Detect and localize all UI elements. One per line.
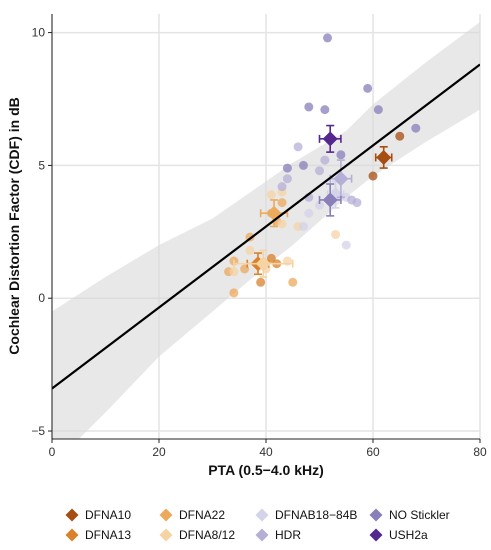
legend-swatch-diamond bbox=[159, 528, 173, 542]
data-point bbox=[304, 102, 314, 112]
legend-label: USH2a bbox=[389, 528, 428, 542]
x-tick-label: 80 bbox=[473, 445, 487, 459]
legend-item: HDR bbox=[255, 528, 301, 542]
y-tick-label: −5 bbox=[31, 424, 45, 438]
legend-label: NO Stickler bbox=[389, 508, 450, 522]
data-point bbox=[411, 123, 421, 133]
data-point bbox=[315, 200, 324, 210]
legend-item: USH2a bbox=[369, 528, 428, 542]
x-tick-label: 20 bbox=[152, 445, 166, 459]
confidence-band-area bbox=[52, 21, 480, 439]
y-axis-title: Cochlear Distortion Factor (CDF) in dB bbox=[6, 97, 22, 354]
data-point bbox=[352, 198, 362, 208]
legend-label: HDR bbox=[275, 528, 301, 542]
data-point bbox=[256, 277, 266, 287]
data-point bbox=[336, 150, 346, 160]
group-mean bbox=[318, 124, 342, 153]
y-tick-label: 5 bbox=[38, 158, 45, 172]
x-axis-title: PTA (0.5−4.0 kHz) bbox=[208, 462, 324, 478]
group-mean bbox=[318, 183, 342, 217]
legend-swatch-diamond bbox=[369, 508, 383, 522]
mean-diamond-marker bbox=[322, 192, 338, 208]
data-point bbox=[298, 222, 308, 231]
data-point bbox=[395, 131, 405, 141]
tick-labels: 0 20 40 60 80 −5 0 5 10 bbox=[31, 26, 487, 459]
legend-label: DFNA13 bbox=[85, 528, 131, 542]
legend-swatch-diamond bbox=[65, 528, 79, 542]
confidence-band bbox=[52, 21, 480, 439]
data-point bbox=[288, 277, 298, 287]
data-point bbox=[323, 33, 333, 43]
data-point bbox=[315, 166, 324, 176]
mean-diamond-marker bbox=[376, 149, 392, 165]
legend-swatch-diamond bbox=[65, 508, 79, 522]
data-point bbox=[229, 267, 239, 277]
legend-item: DFNAB18−84B bbox=[255, 508, 357, 522]
legend-label: DFNA22 bbox=[179, 508, 225, 522]
y-tick-label: 0 bbox=[38, 291, 45, 305]
mean-diamond-marker bbox=[333, 171, 349, 187]
data-point bbox=[341, 240, 351, 250]
data-point bbox=[266, 190, 276, 200]
data-point bbox=[363, 83, 373, 93]
legend-swatch-diamond bbox=[369, 528, 383, 542]
legend-swatch-diamond bbox=[159, 508, 173, 522]
data-point bbox=[373, 105, 383, 115]
legend-item: DFNA10 bbox=[65, 508, 131, 522]
x-tick-label: 60 bbox=[366, 445, 380, 459]
legend-item: DFNA22 bbox=[159, 508, 225, 522]
legend-swatch-diamond bbox=[255, 508, 269, 522]
data-point bbox=[368, 171, 378, 181]
legend: DFNA10 DFNA13 DFNA22 DFNA8/12 DFNAB18−84B HDR… bbox=[65, 508, 450, 542]
y-tick-label: 10 bbox=[32, 26, 46, 40]
data-point bbox=[293, 142, 303, 152]
legend-label: DFNA8/12 bbox=[179, 528, 235, 542]
data-point bbox=[304, 208, 314, 218]
data-point bbox=[320, 155, 330, 165]
mean-diamond-marker bbox=[322, 131, 338, 147]
group-mean bbox=[233, 249, 294, 278]
group-mean bbox=[374, 146, 393, 169]
legend-swatch-diamond bbox=[255, 528, 269, 542]
data-point bbox=[245, 245, 255, 255]
data-point bbox=[282, 174, 292, 184]
group-means bbox=[233, 124, 393, 278]
x-tick-label: 0 bbox=[49, 445, 56, 459]
legend-item: DFNA8/12 bbox=[159, 528, 235, 542]
data-point bbox=[298, 160, 308, 170]
data-point bbox=[277, 219, 287, 229]
x-tick-label: 40 bbox=[259, 445, 273, 459]
regression-line bbox=[52, 63, 480, 390]
data-point bbox=[331, 229, 341, 239]
data-point bbox=[320, 105, 330, 115]
data-point bbox=[229, 288, 239, 298]
legend-label: DFNA10 bbox=[85, 508, 131, 522]
data-point bbox=[277, 198, 287, 208]
legend-item: DFNA13 bbox=[65, 528, 131, 542]
legend-item: NO Stickler bbox=[369, 508, 450, 522]
legend-label: DFNAB18−84B bbox=[275, 508, 357, 522]
data-point bbox=[282, 163, 292, 173]
regression-line-path bbox=[52, 63, 480, 390]
mean-diamond-marker bbox=[255, 256, 271, 272]
data-point bbox=[277, 182, 287, 192]
